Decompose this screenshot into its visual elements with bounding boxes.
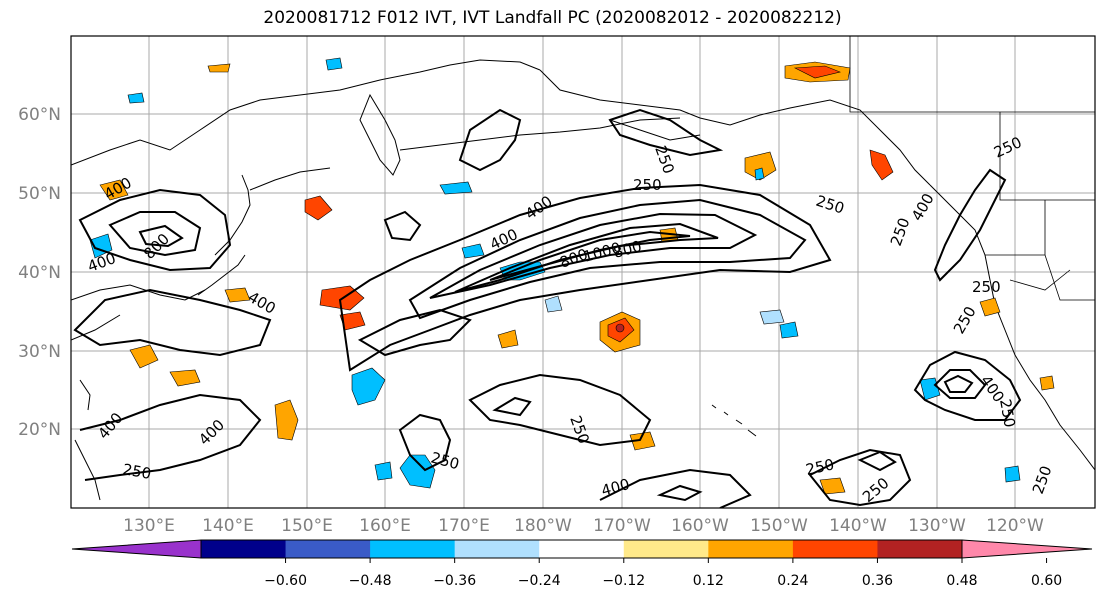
colorbar-tick-label: 0.60	[1031, 573, 1062, 589]
colorbar-tick-label: −0.60	[264, 573, 307, 589]
lat-label: 20°N	[18, 420, 61, 440]
pc-shading	[89, 57, 1055, 495]
colorbar-segment	[792, 540, 878, 558]
colorbar-segment	[539, 540, 625, 558]
lon-label: 170°W	[593, 516, 651, 536]
colorbar-ticks: −0.60 −0.48 −0.36 −0.24 −0.12 0.12 0.24 0.36 0.4…	[264, 558, 1062, 589]
lon-label: 130°E	[123, 516, 175, 536]
lon-label: 150°W	[750, 516, 808, 536]
colorbar-segment	[877, 540, 963, 558]
lon-label: 120°W	[986, 516, 1044, 536]
colorbar-extend-min	[72, 540, 201, 558]
lon-label: 160°E	[359, 516, 411, 536]
lat-label: 60°N	[18, 105, 61, 125]
lat-label: 50°N	[18, 184, 61, 204]
lon-label: 170°E	[438, 516, 490, 536]
boundaries	[849, 36, 1095, 301]
map-panel: 250 250 250 250 250 250 250 250 250 250 …	[70, 35, 1096, 509]
colorbar-tick-label: 0.48	[946, 573, 977, 589]
ivt-contours	[73, 108, 1022, 508]
lon-label: 130°W	[908, 516, 966, 536]
latitude-labels: 60°N 50°N 40°N 30°N 20°N	[18, 105, 61, 440]
colorbar-segment	[201, 540, 287, 558]
contour-label: 250	[996, 398, 1019, 429]
contour-label: 250	[121, 460, 152, 483]
map-title: 2020081712 F012 IVT, IVT Landfall PC (20…	[263, 8, 842, 28]
colorbar-segments	[72, 540, 1092, 558]
contour-label: 250	[804, 455, 836, 479]
map-frame	[70, 35, 1096, 509]
lon-label: 140°E	[202, 516, 254, 536]
coastlines	[71, 59, 1095, 501]
lat-label: 30°N	[18, 342, 61, 362]
lon-label: 150°E	[281, 516, 333, 536]
colorbar-extend-max	[962, 540, 1092, 558]
lon-label: 180°W	[514, 516, 572, 536]
colorbar-tick-label: 0.24	[777, 573, 808, 589]
lat-label: 40°N	[18, 263, 61, 283]
colorbar-segment	[370, 540, 456, 558]
colorbar-segment	[285, 540, 371, 558]
colorbar-tick-label: −0.36	[433, 573, 476, 589]
colorbar-segment	[708, 540, 794, 558]
graticule	[71, 36, 1095, 508]
colorbar-tick-label: −0.12	[602, 573, 645, 589]
longitude-labels: 130°E 140°E 150°E 160°E 170°E 180°W 170°…	[123, 516, 1044, 536]
contour-label: 250	[972, 278, 1001, 296]
contour-label: 250	[633, 176, 662, 194]
colorbar-segment	[454, 540, 540, 558]
colorbar-tick-label: 0.36	[862, 573, 893, 589]
lon-label: 160°W	[671, 516, 729, 536]
colorbar: −0.60 −0.48 −0.36 −0.24 −0.12 0.12 0.24 0.36 0.4…	[71, 539, 1093, 589]
colorbar-segment	[623, 540, 709, 558]
colorbar-tick-label: 0.12	[693, 573, 724, 589]
colorbar-tick-label: −0.24	[518, 573, 561, 589]
colorbar-tick-label: −0.48	[349, 573, 392, 589]
lon-label: 140°W	[829, 516, 887, 536]
